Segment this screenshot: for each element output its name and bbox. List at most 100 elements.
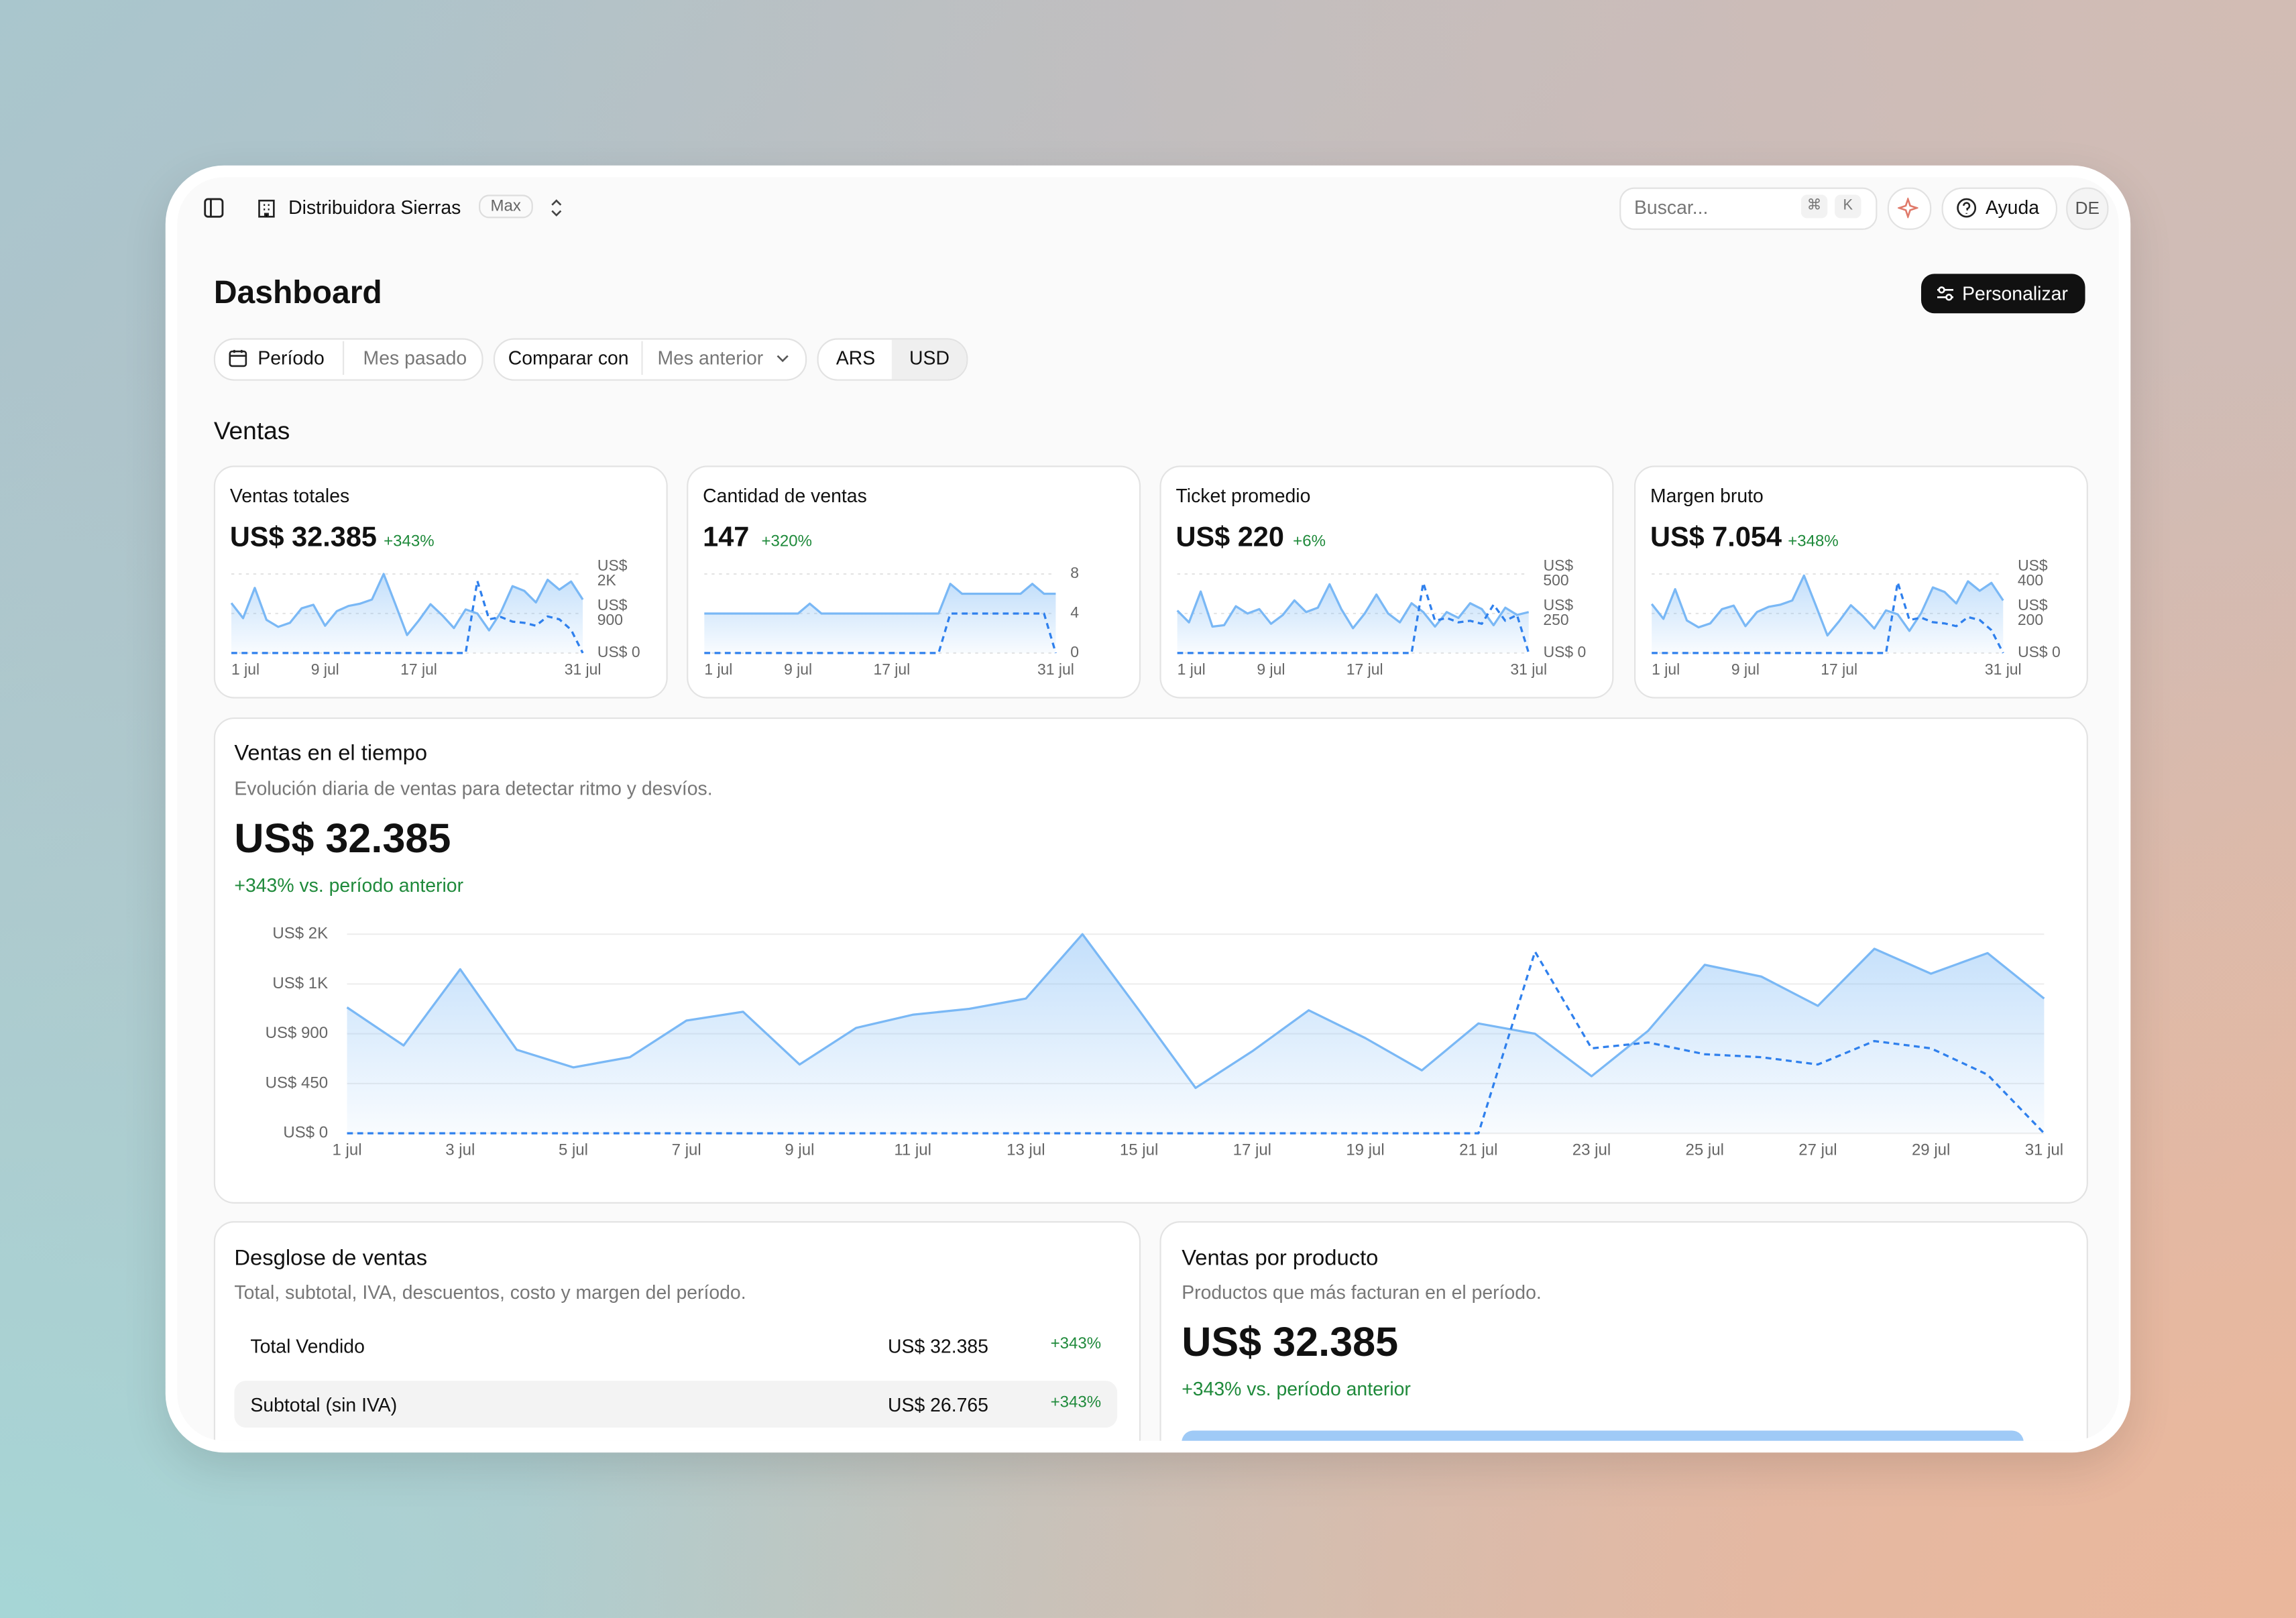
y-tick-label: US$ 0 [2018, 643, 2061, 660]
switcher-chevrons[interactable] [548, 198, 565, 219]
y-tick-label: US$ 2K [593, 557, 627, 589]
x-tick-label: 3 jul [445, 1141, 475, 1159]
y-tick-label: US$ 900 [593, 596, 627, 628]
x-tick-label: 31 jul [565, 660, 601, 678]
shortcut-key: K [1835, 194, 1861, 219]
search-box[interactable] [1619, 187, 1878, 230]
currency-option[interactable]: ARS [836, 347, 876, 369]
y-tick-label: 4 [1070, 603, 1079, 621]
help-label[interactable]: Ayuda [1986, 196, 2040, 219]
kpi-card [1159, 465, 1614, 699]
card-subtitle: Total, subtotal, IVA, descuentos, costo … [234, 1281, 746, 1304]
row-value: US$ 26.765 [888, 1393, 988, 1416]
divider [641, 341, 643, 375]
card-subtitle: Productos que más facturan en el período… [1182, 1281, 1542, 1304]
x-tick-label: 9 jul [785, 1141, 814, 1159]
x-tick-label: 9 jul [311, 660, 339, 678]
y-tick-label: US$ 250 [1539, 596, 1573, 628]
help-icon [1957, 198, 1977, 218]
y-tick-label: US$ 0 [597, 643, 640, 660]
kpi-card [213, 465, 668, 699]
currency-toggle [817, 338, 968, 381]
dropdown-chevron [777, 355, 789, 363]
sparkle-icon [1898, 197, 1918, 219]
section-title: Ventas [213, 417, 290, 445]
x-tick-label: 1 jul [332, 1141, 361, 1159]
kpi-value: US$ 7.054 [1650, 522, 1782, 554]
search-placeholder[interactable]: Buscar... [1633, 196, 1709, 219]
x-tick-label: 31 jul [1985, 660, 2022, 678]
total-change: +343% vs. período anterior [234, 874, 464, 897]
x-tick-label: 19 jul [1346, 1141, 1384, 1159]
x-tick-label: 15 jul [1120, 1141, 1158, 1159]
series-line [1650, 574, 2004, 637]
row-value: US$ 32.385 [888, 1335, 988, 1358]
kpi-card [687, 465, 1141, 699]
kpi-change: +348% [1788, 532, 1839, 551]
plan-badge: Max [479, 194, 533, 219]
x-tick-label: 31 jul [2025, 1141, 2063, 1159]
x-tick-label: 1 jul [1652, 660, 1680, 678]
y-tick-label: US$ 900 [266, 1024, 328, 1042]
row-change: +343% [1050, 1393, 1102, 1412]
row-label: Total Vendido [250, 1335, 365, 1358]
compare-filter[interactable] [493, 338, 807, 381]
help-button[interactable] [1941, 187, 2058, 230]
x-tick-label: 25 jul [1686, 1141, 1724, 1159]
area-fill [1652, 575, 2004, 653]
x-tick-label: 7 jul [672, 1141, 701, 1159]
row-change: +343% [1050, 1335, 1102, 1353]
sidebar-toggle[interactable] [204, 198, 225, 219]
period-value[interactable]: Mes pasado [363, 347, 467, 369]
comparison-line [231, 579, 584, 654]
x-tick-label: 5 jul [559, 1141, 588, 1159]
y-tick-label: US$ 0 [1544, 643, 1587, 660]
y-tick-label: US$ 200 [2014, 596, 2048, 628]
series-line [1176, 583, 1530, 630]
comparison-line [1652, 581, 2004, 654]
customize-button[interactable] [1920, 274, 2085, 314]
compare-label[interactable]: Comparar con [508, 347, 629, 369]
kpi-change: +6% [1293, 532, 1326, 551]
kpi-value: 147 [703, 522, 750, 554]
period-label[interactable]: Período [257, 347, 325, 369]
card-title: Desglose de ventas [234, 1246, 428, 1271]
ai-button[interactable] [1887, 187, 1932, 230]
avatar[interactable]: DE [2066, 187, 2109, 230]
row-label: Subtotal (sin IVA) [250, 1393, 398, 1416]
area-fill [1177, 584, 1529, 653]
kpi-card [1633, 465, 2088, 699]
calendar-icon [229, 349, 247, 367]
kpi-title: Cantidad de ventas [703, 484, 867, 507]
card-title: Ventas en el tiempo [234, 740, 428, 766]
currency-option[interactable]: USD [909, 347, 950, 369]
series-line [346, 933, 2045, 1090]
x-tick-label: 1 jul [231, 660, 260, 678]
x-tick-label: 29 jul [1912, 1141, 1950, 1159]
period-filter[interactable] [213, 338, 483, 381]
kpi-value: US$ 32.385 [229, 522, 377, 554]
kpi-value: US$ 220 [1175, 522, 1284, 554]
x-tick-label: 27 jul [1798, 1141, 1837, 1159]
kpi-change: +343% [384, 532, 435, 551]
page-title: Dashboard [213, 274, 382, 310]
products-card [1159, 1221, 2088, 1441]
comparison-line [1177, 581, 1530, 654]
customize-label[interactable]: Personalizar [1962, 282, 2068, 305]
y-tick-label: US$ 0 [283, 1124, 328, 1142]
card-subtitle: Evolución diaria de ventas para detectar… [234, 777, 713, 800]
area-fill [231, 573, 583, 653]
kpi-title: Margen bruto [1650, 484, 1764, 507]
x-tick-label: 23 jul [1572, 1141, 1611, 1159]
area-fill [704, 583, 1056, 653]
sliders-icon [1937, 286, 1954, 301]
x-tick-label: 17 jul [873, 660, 910, 678]
company-name[interactable]: Distribuidora Sierras [288, 196, 461, 219]
x-tick-label: 11 jul [894, 1141, 931, 1159]
compare-value[interactable]: Mes anterior [657, 347, 764, 369]
building-icon [258, 199, 275, 218]
